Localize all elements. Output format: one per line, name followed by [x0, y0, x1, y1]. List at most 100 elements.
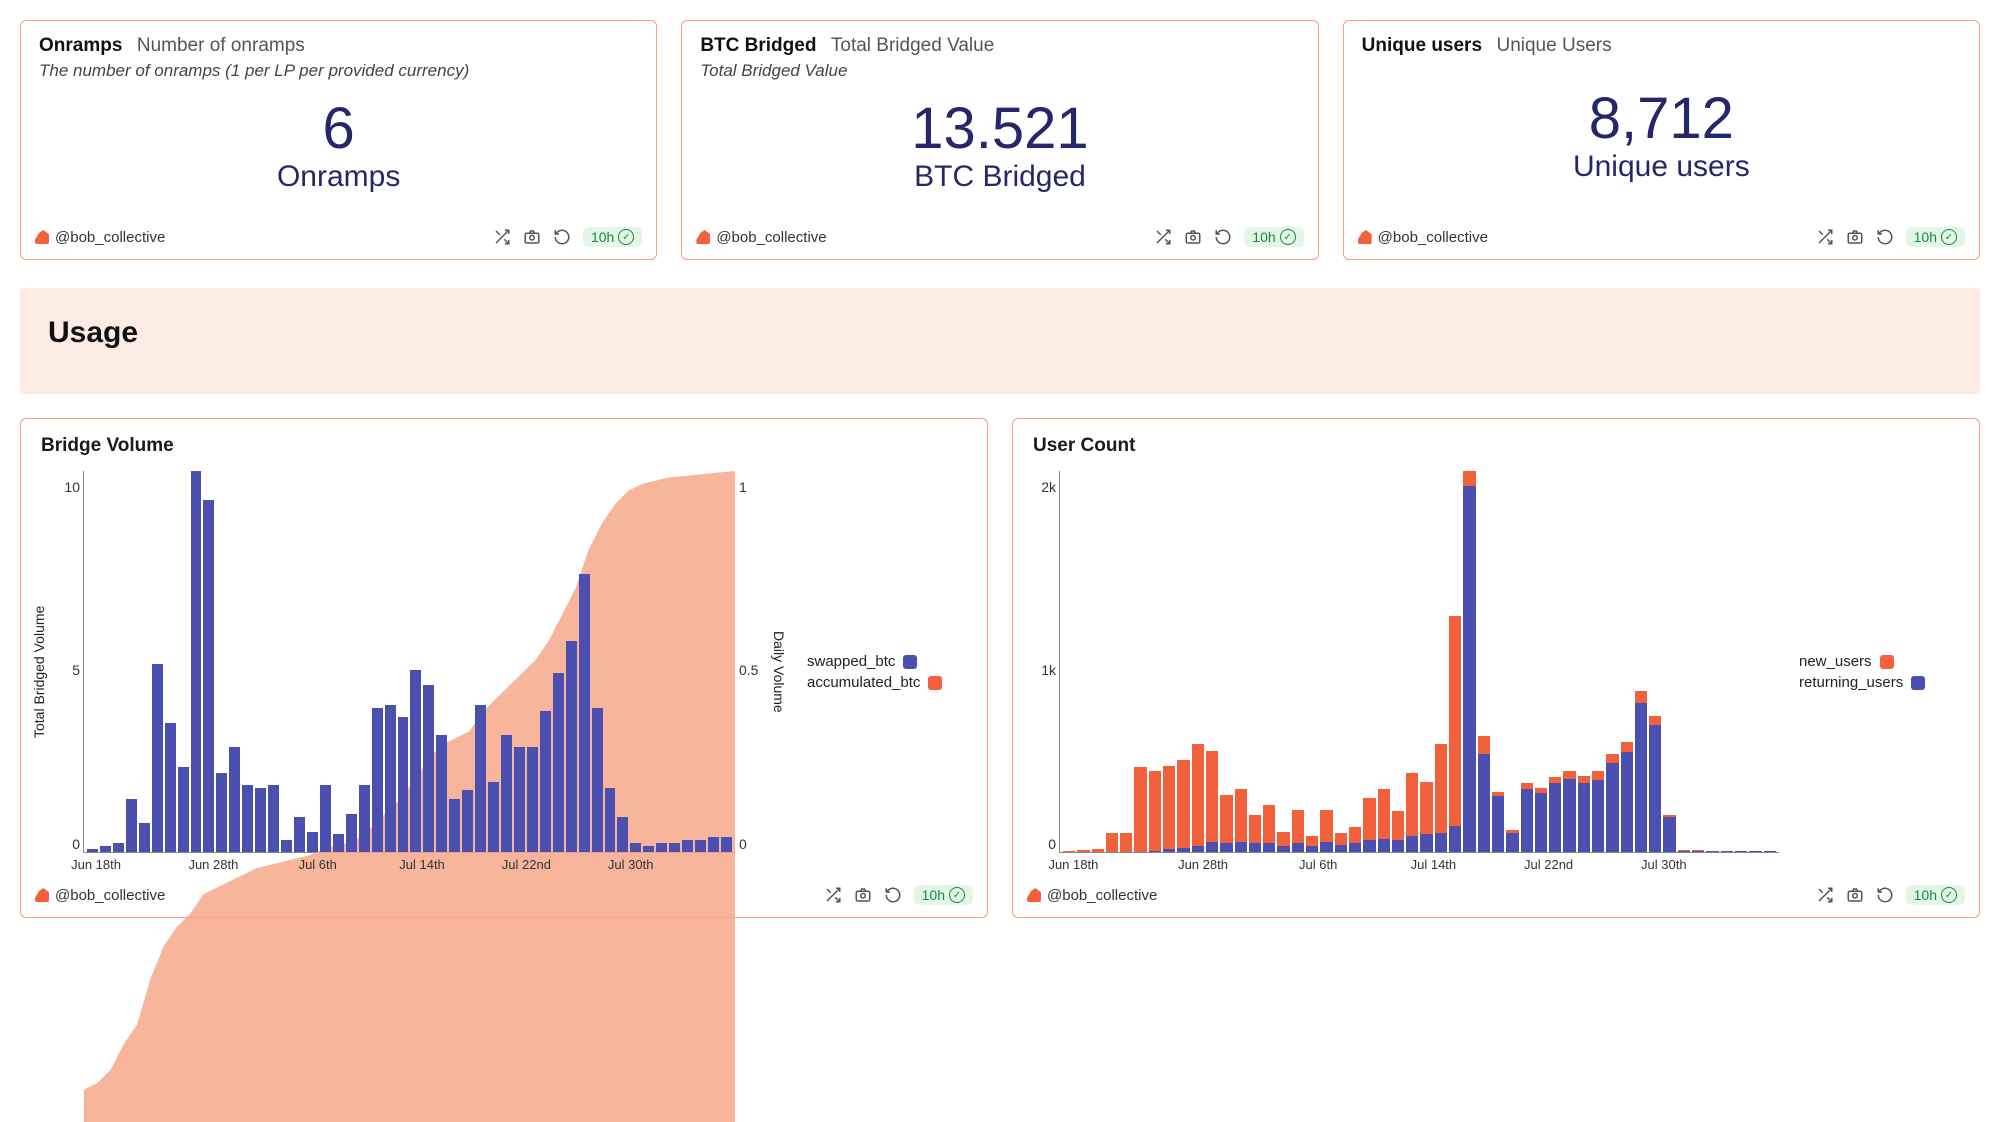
update-pill[interactable]: 10h ✓	[583, 227, 642, 247]
bar[interactable]	[436, 471, 447, 852]
bar[interactable]	[695, 471, 706, 852]
bar[interactable]	[139, 471, 150, 852]
bar[interactable]	[1663, 471, 1675, 852]
bar[interactable]	[669, 471, 680, 852]
bar[interactable]	[682, 471, 693, 852]
bar[interactable]	[1621, 471, 1633, 852]
bar[interactable]	[1120, 471, 1132, 852]
bar[interactable]	[423, 471, 434, 852]
bar[interactable]	[1277, 471, 1289, 852]
bar[interactable]	[1435, 471, 1447, 852]
camera-icon[interactable]	[854, 886, 872, 904]
camera-icon[interactable]	[1846, 886, 1864, 904]
bar[interactable]	[501, 471, 512, 852]
bar[interactable]	[1463, 471, 1475, 852]
refresh-icon[interactable]	[1876, 886, 1894, 904]
bar[interactable]	[1406, 471, 1418, 852]
card-author[interactable]: @bob_collective	[35, 229, 165, 246]
bar[interactable]	[579, 471, 590, 852]
bar[interactable]	[605, 471, 616, 852]
bar[interactable]	[1506, 471, 1518, 852]
bar[interactable]	[1578, 471, 1590, 852]
bar[interactable]	[398, 471, 409, 852]
bar[interactable]	[359, 471, 370, 852]
bar[interactable]	[385, 471, 396, 852]
randomize-icon[interactable]	[1816, 886, 1834, 904]
bar[interactable]	[1149, 471, 1161, 852]
bar[interactable]	[527, 471, 538, 852]
bar[interactable]	[87, 471, 98, 852]
bar[interactable]	[1249, 471, 1261, 852]
bar[interactable]	[1177, 471, 1189, 852]
bar[interactable]	[540, 471, 551, 852]
bar[interactable]	[113, 471, 124, 852]
plot-area[interactable]: 2k1k0	[1059, 471, 1779, 853]
bar[interactable]	[152, 471, 163, 852]
randomize-icon[interactable]	[1816, 228, 1834, 246]
bar[interactable]	[126, 471, 137, 852]
card-author[interactable]: @bob_collective	[1358, 229, 1488, 246]
bar[interactable]	[1335, 471, 1347, 852]
bar[interactable]	[1549, 471, 1561, 852]
bar[interactable]	[475, 471, 486, 852]
bar[interactable]	[1492, 471, 1504, 852]
bar[interactable]	[372, 471, 383, 852]
bar[interactable]	[165, 471, 176, 852]
bar[interactable]	[1735, 471, 1747, 852]
bar[interactable]	[100, 471, 111, 852]
bar[interactable]	[1521, 471, 1533, 852]
bar[interactable]	[1263, 471, 1275, 852]
bar[interactable]	[1721, 471, 1733, 852]
update-pill[interactable]: 10h ✓	[1244, 227, 1303, 247]
bar[interactable]	[1306, 471, 1318, 852]
bar[interactable]	[643, 471, 654, 852]
bar[interactable]	[1678, 471, 1690, 852]
bar[interactable]	[1420, 471, 1432, 852]
bar[interactable]	[514, 471, 525, 852]
bar[interactable]	[1563, 471, 1575, 852]
bar[interactable]	[320, 471, 331, 852]
bar[interactable]	[178, 471, 189, 852]
bar[interactable]	[1292, 471, 1304, 852]
bar[interactable]	[203, 471, 214, 852]
bar[interactable]	[1134, 471, 1146, 852]
camera-icon[interactable]	[1846, 228, 1864, 246]
bar[interactable]	[656, 471, 667, 852]
randomize-icon[interactable]	[493, 228, 511, 246]
bar[interactable]	[721, 471, 732, 852]
bar[interactable]	[449, 471, 460, 852]
bar[interactable]	[1077, 471, 1089, 852]
bar[interactable]	[1192, 471, 1204, 852]
refresh-icon[interactable]	[553, 228, 571, 246]
bar[interactable]	[1535, 471, 1547, 852]
bar[interactable]	[1378, 471, 1390, 852]
bar[interactable]	[1592, 471, 1604, 852]
legend-item[interactable]: new_users	[1799, 653, 1957, 670]
bar[interactable]	[553, 471, 564, 852]
bar[interactable]	[281, 471, 292, 852]
refresh-icon[interactable]	[1214, 228, 1232, 246]
plot-area[interactable]: 1050 10.50	[83, 471, 735, 853]
bar[interactable]	[255, 471, 266, 852]
camera-icon[interactable]	[1184, 228, 1202, 246]
bar[interactable]	[216, 471, 227, 852]
refresh-icon[interactable]	[1876, 228, 1894, 246]
update-pill[interactable]: 10h ✓	[1906, 885, 1965, 905]
bar[interactable]	[1363, 471, 1375, 852]
bar[interactable]	[488, 471, 499, 852]
bar[interactable]	[1706, 471, 1718, 852]
bar[interactable]	[1392, 471, 1404, 852]
bar[interactable]	[1635, 471, 1647, 852]
refresh-icon[interactable]	[884, 886, 902, 904]
bar[interactable]	[1092, 471, 1104, 852]
bar[interactable]	[191, 471, 202, 852]
bar[interactable]	[333, 471, 344, 852]
update-pill[interactable]: 10h ✓	[914, 885, 973, 905]
bar[interactable]	[1206, 471, 1218, 852]
bar[interactable]	[1349, 471, 1361, 852]
bar[interactable]	[307, 471, 318, 852]
bar[interactable]	[1320, 471, 1332, 852]
bar[interactable]	[242, 471, 253, 852]
bar[interactable]	[1649, 471, 1661, 852]
bar[interactable]	[1163, 471, 1175, 852]
